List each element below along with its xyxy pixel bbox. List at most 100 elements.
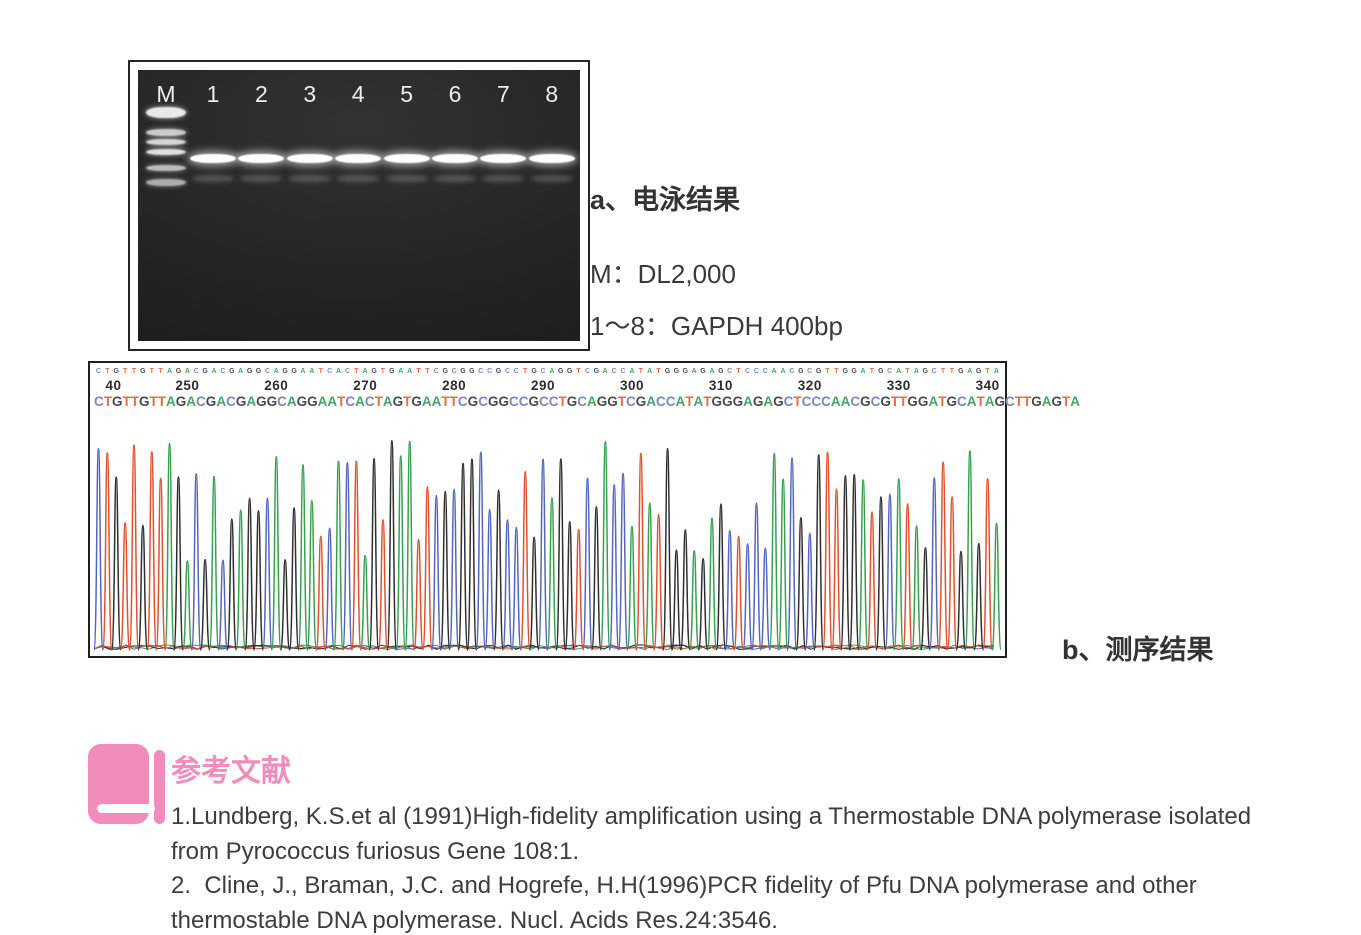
gel-lane-label: 8 bbox=[545, 81, 559, 107]
gel-band bbox=[432, 154, 478, 163]
seq-base-small: T bbox=[318, 368, 323, 375]
seq-base: G bbox=[112, 394, 123, 409]
seq-base-small: T bbox=[825, 368, 830, 375]
seq-base-small: C bbox=[620, 368, 626, 375]
trace-peak bbox=[946, 495, 958, 651]
seq-base-small: T bbox=[523, 368, 528, 375]
trace-peak bbox=[502, 519, 513, 651]
trace-peak bbox=[306, 499, 318, 651]
trace-peak bbox=[831, 488, 842, 651]
seq-base: T bbox=[976, 394, 985, 409]
reference-list: 1.Lundberg, K.S.et al (1991)High-fidelit… bbox=[171, 800, 1299, 935]
seq-base: T bbox=[103, 394, 112, 409]
seq-base: G bbox=[411, 394, 422, 409]
seq-base: G bbox=[946, 394, 957, 409]
trace-peak bbox=[777, 478, 789, 651]
seq-base: G bbox=[994, 394, 1005, 409]
seq-base-small: T bbox=[122, 368, 128, 375]
trace-peak bbox=[404, 440, 416, 651]
trace-peak bbox=[119, 521, 131, 651]
trace-peak bbox=[244, 497, 256, 651]
seq-base: C bbox=[508, 394, 519, 409]
trace-peak bbox=[839, 475, 851, 651]
gel-band bbox=[190, 154, 236, 163]
position-tick-label: 340 bbox=[975, 378, 1000, 393]
seq-base-small: A bbox=[398, 368, 404, 375]
seq-base-small: C bbox=[887, 368, 893, 375]
trace-peak bbox=[875, 496, 887, 651]
gel-lane-label: 5 bbox=[400, 81, 413, 107]
gel-lane-label: 3 bbox=[303, 81, 317, 107]
seq-base-small: C bbox=[744, 368, 750, 375]
trace-peak bbox=[101, 452, 113, 651]
seq-base-small: G bbox=[566, 368, 573, 375]
seq-base-small: A bbox=[896, 368, 902, 375]
book-icon bbox=[88, 744, 165, 824]
seq-base-small: C bbox=[95, 368, 101, 375]
trace-peak bbox=[235, 509, 247, 651]
seq-base: A bbox=[186, 394, 197, 409]
seq-base-small: T bbox=[736, 368, 741, 375]
seq-base-small: G bbox=[664, 368, 671, 375]
seq-base: C bbox=[94, 394, 104, 409]
trace-peak bbox=[991, 522, 1001, 651]
trace-peak bbox=[955, 550, 967, 651]
seq-base-small: A bbox=[709, 368, 715, 375]
seq-base-small: G bbox=[842, 368, 848, 375]
trace-peak bbox=[759, 547, 771, 651]
seq-base-small: G bbox=[558, 368, 564, 375]
trace-peak bbox=[128, 444, 140, 651]
seq-base-small: G bbox=[700, 368, 706, 375]
trace-peak bbox=[742, 543, 754, 651]
seq-base-small: A bbox=[238, 368, 244, 375]
seq-base: A bbox=[355, 394, 365, 409]
seq-base-small: G bbox=[113, 368, 119, 375]
seq-base-small: T bbox=[940, 368, 946, 375]
seq-base-small: T bbox=[638, 368, 643, 375]
seq-base-small: G bbox=[175, 368, 182, 375]
sequencing-trace-chart bbox=[94, 440, 1001, 651]
gel-lane-label: 4 bbox=[351, 81, 365, 107]
trace-peak bbox=[297, 464, 309, 651]
seq-base-small: T bbox=[869, 368, 875, 375]
seq-base-small: T bbox=[380, 368, 386, 375]
seq-base: A bbox=[382, 394, 393, 409]
seq-base: A bbox=[984, 394, 995, 409]
trace-peak bbox=[768, 452, 780, 651]
position-tick-label: 320 bbox=[797, 378, 822, 393]
trace-peak bbox=[493, 489, 505, 651]
seq-base-small: C bbox=[478, 368, 484, 375]
seq-base: T bbox=[374, 394, 383, 409]
trace-peak bbox=[110, 476, 122, 651]
gel-lane-label: M bbox=[156, 81, 176, 107]
trace-peak bbox=[902, 503, 914, 651]
seq-base: C bbox=[956, 394, 967, 409]
trace-peak bbox=[226, 518, 238, 651]
trace-peak bbox=[635, 452, 647, 651]
seq-base: A bbox=[928, 394, 939, 409]
trace-peak bbox=[857, 479, 869, 651]
seq-base-small: C bbox=[487, 368, 493, 375]
seq-base-small: G bbox=[958, 368, 964, 375]
seq-base: T bbox=[130, 394, 140, 409]
trace-peak bbox=[208, 475, 220, 651]
seq-base-small: G bbox=[389, 368, 395, 375]
seq-base-small: A bbox=[647, 368, 653, 375]
seq-base-small: A bbox=[967, 368, 973, 375]
trace-peak bbox=[751, 502, 762, 651]
trace-peak bbox=[279, 558, 291, 651]
trace-peak bbox=[964, 450, 976, 651]
seq-base: T bbox=[337, 394, 346, 409]
gel-band bbox=[288, 175, 331, 182]
trace-peak bbox=[190, 473, 202, 651]
trace-peak bbox=[866, 511, 878, 651]
seq-base: G bbox=[307, 394, 318, 409]
seq-base: A bbox=[763, 394, 774, 409]
gel-band bbox=[385, 175, 428, 182]
seq-base: T bbox=[558, 394, 567, 409]
trace-peak bbox=[439, 490, 451, 651]
trace-peak bbox=[368, 457, 380, 651]
seq-base-small: T bbox=[949, 368, 955, 375]
gel-band bbox=[146, 179, 186, 186]
